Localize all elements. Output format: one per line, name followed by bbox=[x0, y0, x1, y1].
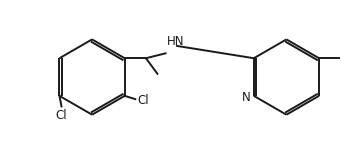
Text: HN: HN bbox=[167, 35, 184, 48]
Text: Cl: Cl bbox=[137, 94, 148, 107]
Text: Cl: Cl bbox=[56, 109, 67, 122]
Text: N: N bbox=[242, 91, 251, 104]
